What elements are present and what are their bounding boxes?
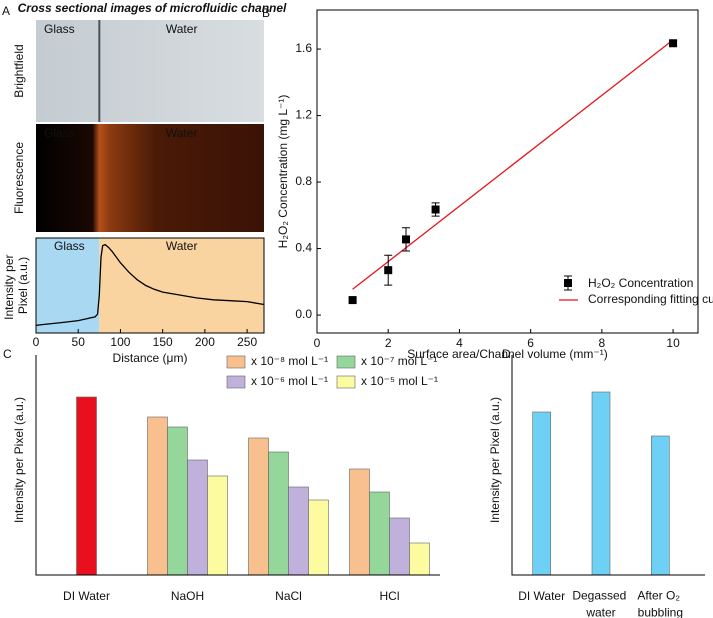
- bar: [167, 426, 188, 576]
- y-axis-label-group: Intensity per Pixel (a.u.): [488, 397, 502, 523]
- data-line: [35, 243, 265, 327]
- bar: [187, 459, 208, 576]
- bar: [369, 491, 390, 576]
- bar: [651, 435, 670, 576]
- row-label-group: Brightfield: [12, 44, 26, 97]
- legend-swatch: [226, 355, 246, 369]
- x-tick-label: 8: [599, 336, 606, 350]
- legend-label: x 10⁻⁸ mol L⁻¹: [251, 354, 328, 368]
- y-tick-label: 0.8: [295, 174, 312, 188]
- y-tick-label: 0.4: [295, 241, 312, 255]
- region: [99, 238, 264, 333]
- row-label: Brightfield: [12, 44, 26, 97]
- x-tick-label: NaOH: [171, 589, 204, 603]
- bar: [207, 475, 228, 576]
- data-point: [384, 266, 393, 275]
- x-tick-label: 150: [153, 335, 173, 349]
- region-label: Glass: [44, 126, 75, 140]
- legend-label: x 10⁻⁷ mol L⁻¹: [361, 354, 437, 368]
- x-tick-label: 0: [33, 335, 40, 349]
- legend-marker: [564, 279, 572, 287]
- axis-line: [35, 355, 440, 576]
- panel-label: B: [262, 6, 270, 20]
- x-tick-label: Degassed water: [572, 589, 629, 618]
- y-axis-label: Intensity per Pixel (a.u.): [2, 251, 30, 320]
- x-tick-label: 2: [385, 336, 392, 350]
- data-point: [431, 205, 440, 214]
- panel-label: C: [3, 347, 12, 361]
- axis-line: [511, 355, 705, 576]
- x-tick-label: 10: [666, 336, 680, 350]
- x-tick-label: 4: [456, 336, 463, 350]
- y-tick-label: 1.2: [295, 108, 312, 122]
- bar: [288, 486, 309, 576]
- legend-swatch: [336, 355, 356, 369]
- x-tick-label: DI Water: [63, 589, 110, 603]
- y-axis-label-group: Intensity per Pixel (a.u.): [2, 251, 30, 320]
- legend-label: x 10⁻⁵ mol L⁻¹: [361, 374, 438, 388]
- y-tick-label: 0.0: [295, 307, 312, 321]
- row-label: Fluorescence: [12, 142, 26, 214]
- x-tick-label: After O₂ bubbling: [637, 589, 683, 618]
- image: [36, 124, 264, 232]
- region: [36, 238, 100, 333]
- bar: [147, 416, 168, 576]
- data-point: [669, 39, 678, 48]
- region-label: Glass: [44, 22, 75, 36]
- x-tick-label: 250: [237, 335, 257, 349]
- x-tick-label: 0: [314, 336, 321, 350]
- bar: [268, 451, 289, 576]
- data-point: [402, 235, 411, 244]
- y-axis-label: Intensity per Pixel (a.u.): [12, 397, 26, 523]
- x-tick-label: 100: [110, 335, 130, 349]
- bar: [248, 437, 269, 576]
- x-tick-label: 200: [195, 335, 215, 349]
- panel-label: A: [2, 4, 10, 18]
- x-tick-label: NaCl: [275, 589, 302, 603]
- fit-line: [352, 39, 674, 290]
- y-axis-label-group: H₂O₂ Concentration (mg L⁻¹): [276, 95, 290, 249]
- image: [36, 20, 264, 122]
- bar: [349, 468, 370, 576]
- row-label-group: Fluorescence: [12, 142, 26, 214]
- region-label: Water: [166, 22, 198, 36]
- y-axis-label-group: Intensity per Pixel (a.u.): [12, 397, 26, 523]
- bar: [389, 517, 410, 576]
- x-tick-label: HCl: [380, 589, 400, 603]
- y-axis-label: Intensity per Pixel (a.u.): [488, 397, 502, 523]
- bar: [591, 391, 611, 576]
- legend-swatch: [336, 375, 356, 389]
- panel-title: Cross sectional images of microfluidic c…: [18, 1, 287, 15]
- x-tick-label: DI Water: [518, 589, 565, 603]
- region-label: Water: [166, 126, 198, 140]
- panel-label: D: [502, 347, 511, 361]
- x-tick-label: 6: [527, 336, 534, 350]
- bar: [76, 396, 97, 576]
- bar: [409, 542, 430, 576]
- region-label: Water: [166, 239, 198, 253]
- data-point: [348, 296, 357, 305]
- legend-label: x 10⁻⁶ mol L⁻¹: [251, 374, 328, 388]
- x-tick-label: 50: [72, 335, 86, 349]
- bar: [308, 499, 329, 576]
- y-tick-label: 1.6: [295, 41, 312, 55]
- legend-label: H₂O₂ Concentration: [588, 276, 693, 290]
- x-axis-label: Surface area/Channel volume (mm⁻¹): [407, 347, 607, 361]
- x-axis-label: Distance (μm): [113, 351, 188, 365]
- region-label: Glass: [54, 239, 85, 253]
- legend-swatch: [226, 375, 246, 389]
- plot-frame: [35, 237, 265, 334]
- plot-frame: [316, 9, 699, 334]
- bar: [532, 411, 551, 576]
- legend-label: Corresponding fitting curve: [588, 292, 713, 306]
- y-axis-label: H₂O₂ Concentration (mg L⁻¹): [276, 95, 290, 249]
